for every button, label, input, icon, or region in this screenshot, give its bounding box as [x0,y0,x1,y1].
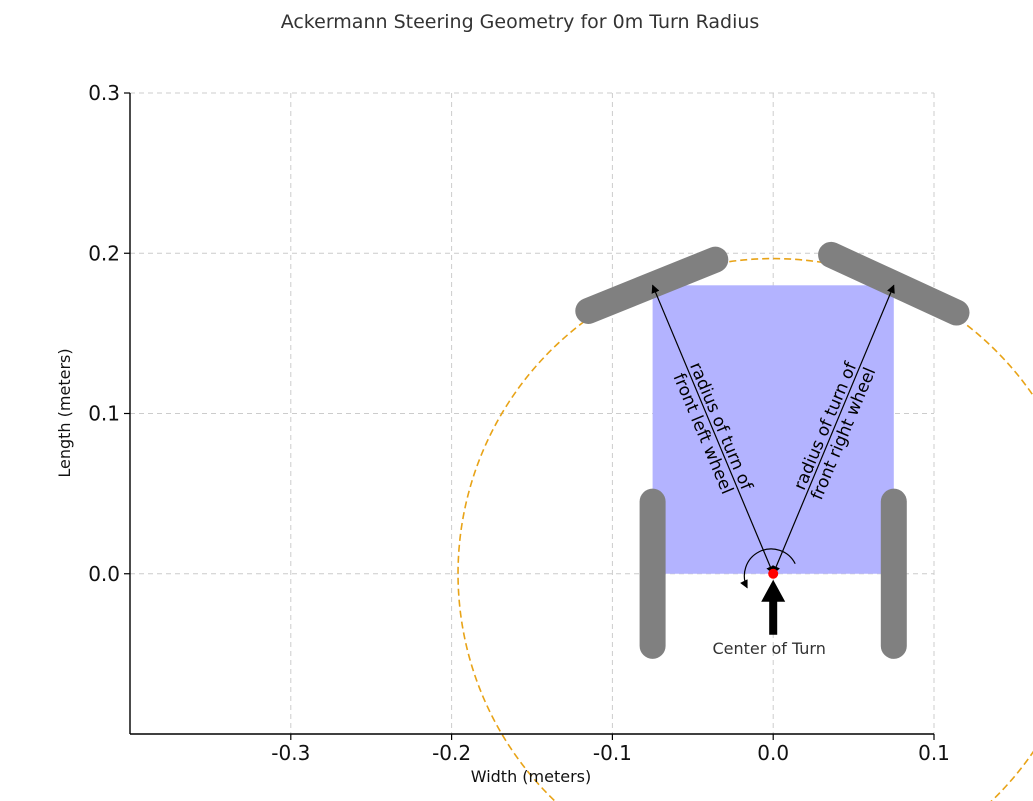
front-left-radius-arrow [651,284,775,575]
x-axis-label: Width (meters) [471,767,592,786]
center-of-turn-label: Center of Turn [713,639,826,658]
heading-arrow [761,579,786,635]
center-point [768,568,779,579]
x-tick-label-0: -0.3 [271,741,310,765]
front-right-wheel [818,241,970,326]
x-tick-label-2: -0.1 [593,741,632,765]
x-tick-label-4: 0.1 [918,741,950,765]
y-axis-label: Length (meters) [55,348,74,477]
rotation-arrow [740,548,796,589]
x-tick-label-3: 0.0 [757,741,789,765]
y-tick-label-1: 0.1 [88,402,120,426]
y-tick-label-2: 0.2 [88,241,120,265]
chassis-rect [652,285,894,574]
y-tick-label-3: 0.3 [88,81,120,105]
chart-title: Ackermann Steering Geometry for 0m Turn … [281,11,760,33]
y-tick-label-0: 0.0 [88,562,120,586]
front-right-radius-arrow [772,284,895,575]
x-tick-label-1: -0.2 [432,741,471,765]
